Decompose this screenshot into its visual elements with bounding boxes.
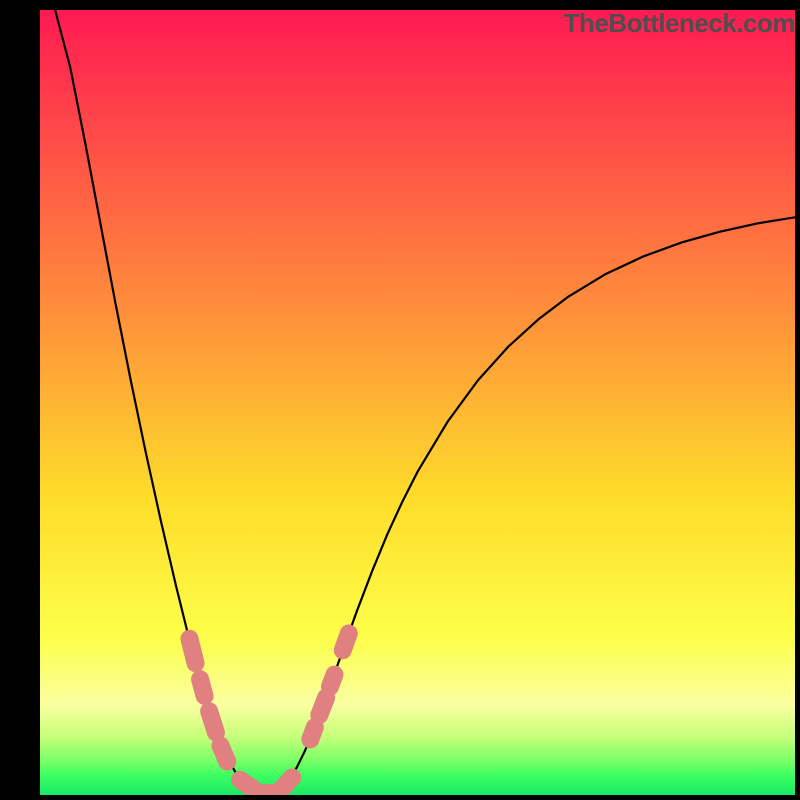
marker-capsule — [343, 633, 349, 650]
gradient-background — [40, 10, 795, 795]
marker-capsule — [310, 727, 315, 739]
marker-capsule — [209, 711, 216, 732]
marker-capsule — [200, 679, 205, 696]
plot-area — [40, 10, 795, 795]
marker-capsule — [319, 697, 326, 715]
marker-capsule — [189, 639, 195, 663]
marker-capsule — [330, 675, 335, 687]
marker-capsule — [220, 745, 227, 761]
marker-capsule — [280, 777, 292, 790]
canvas: TheBottleneck.com — [0, 0, 800, 800]
plot-svg — [40, 10, 795, 795]
watermark-text: TheBottleneck.com — [564, 8, 795, 39]
